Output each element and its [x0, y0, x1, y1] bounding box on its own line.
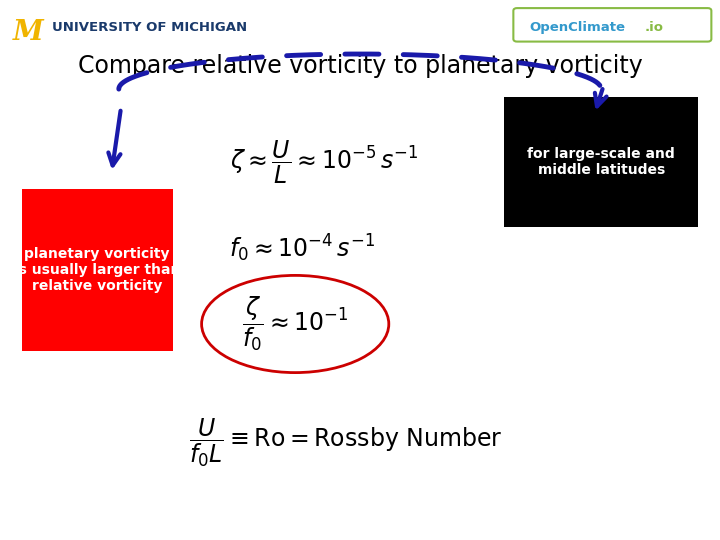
Text: $\dfrac{U}{f_0 L} \equiv \mathrm{Ro} = \mathrm{Rossby\ Number}$: $\dfrac{U}{f_0 L} \equiv \mathrm{Ro} = \…	[189, 416, 503, 469]
Text: .io: .io	[644, 21, 663, 33]
Text: UNIVERSITY OF MICHIGAN: UNIVERSITY OF MICHIGAN	[52, 21, 247, 33]
Text: $f_0 \approx 10^{-4}\,s^{-1}$: $f_0 \approx 10^{-4}\,s^{-1}$	[230, 233, 375, 264]
Text: OpenClimate: OpenClimate	[529, 21, 625, 33]
Text: $\zeta \approx \dfrac{U}{L} \approx 10^{-5}\,s^{-1}$: $\zeta \approx \dfrac{U}{L} \approx 10^{…	[230, 138, 418, 186]
FancyBboxPatch shape	[504, 97, 698, 227]
Text: M: M	[13, 19, 44, 46]
Text: Compare relative vorticity to planetary vorticity: Compare relative vorticity to planetary …	[78, 54, 642, 78]
Text: for large-scale and
middle latitudes: for large-scale and middle latitudes	[527, 147, 675, 177]
Text: $\dfrac{\zeta}{f_0} \approx 10^{-1}$: $\dfrac{\zeta}{f_0} \approx 10^{-1}$	[242, 295, 348, 353]
FancyBboxPatch shape	[22, 189, 173, 351]
Text: planetary vorticity
is usually larger than
relative vorticity: planetary vorticity is usually larger th…	[14, 247, 181, 293]
